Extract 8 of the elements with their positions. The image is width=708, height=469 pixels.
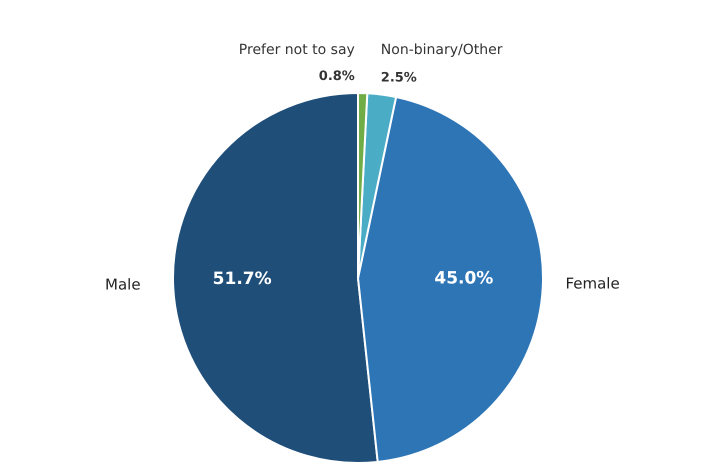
data-label: 51.7%	[212, 268, 272, 289]
slice-label: Prefer not to say	[238, 42, 355, 58]
data-label: 0.8%	[318, 69, 355, 84]
data-label: 45.0%	[434, 268, 494, 289]
data-label: 2.5%	[380, 70, 417, 86]
slice-label: Non-binary/Other	[380, 42, 503, 58]
slice-label: Female	[565, 274, 620, 293]
slice-label: Male	[105, 275, 141, 294]
